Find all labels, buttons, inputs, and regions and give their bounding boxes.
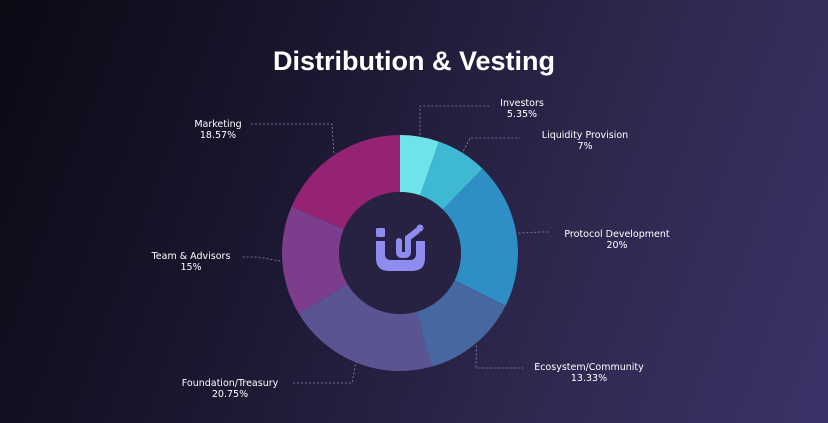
slice-marketing — [291, 135, 400, 230]
donut-slices — [282, 135, 518, 371]
leader-foundation-treasury — [292, 364, 356, 384]
slice-label-ecosystem-community: Ecosystem/Community — [534, 362, 644, 373]
slice-foundation-treasury — [298, 284, 432, 371]
slice-label-team-advisors: Team & Advisors — [151, 251, 231, 262]
slice-investors — [400, 135, 439, 196]
slice-label-foundation-treasury: Foundation/Treasury — [182, 378, 279, 389]
slice-value-protocol-development: 20% — [606, 240, 627, 251]
slice-value-investors: 5.35% — [507, 109, 537, 120]
leader-investors — [419, 105, 490, 135]
slice-label-marketing: Marketing — [194, 119, 241, 130]
leader-protocol-development — [518, 231, 549, 234]
slice-value-ecosystem-community: 13.33% — [571, 373, 607, 384]
leader-marketing — [249, 123, 335, 153]
slice-liquidity-provision — [420, 141, 483, 210]
slice-label-investors: Investors — [500, 98, 544, 109]
leader-team-advisors — [241, 256, 281, 262]
slice-label-protocol-development: Protocol Development — [564, 229, 670, 240]
chart-title: Distribution & Vesting — [273, 46, 555, 76]
slice-value-foundation-treasury: 20.75% — [212, 389, 248, 400]
slice-protocol-development — [442, 168, 518, 306]
callout-leaders — [241, 105, 549, 384]
slice-team-advisors — [282, 206, 348, 314]
slice-value-liquidity-provision: 7% — [577, 141, 592, 152]
slice-label-liquidity-provision: Liquidity Provision — [542, 130, 628, 141]
protocol-logo-icon — [376, 224, 425, 271]
slice-ecosystem-community — [416, 280, 506, 367]
slice-value-marketing: 18.57% — [200, 130, 236, 141]
slice-value-team-advisors: 15% — [180, 262, 201, 273]
leader-ecosystem-community — [475, 345, 525, 369]
leader-liquidity-provision — [462, 137, 521, 152]
